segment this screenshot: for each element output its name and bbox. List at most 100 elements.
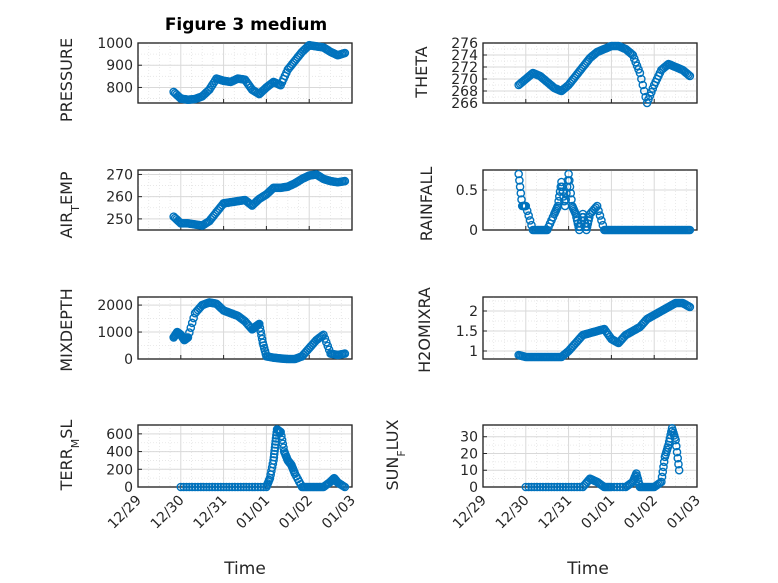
ylabel-sun-tail: LUX bbox=[383, 419, 402, 450]
subplot-mixdepth: 0 1000 2000 bbox=[97, 296, 353, 368]
data-point bbox=[592, 201, 602, 211]
ylabel-terr-main: TERR bbox=[57, 448, 76, 491]
y-tick-label: 268 bbox=[451, 84, 478, 100]
data-point bbox=[213, 482, 223, 492]
ylabel-terr-tail: SL bbox=[57, 420, 76, 439]
data-point bbox=[671, 435, 680, 445]
data-point bbox=[521, 482, 531, 492]
data-point bbox=[673, 453, 683, 463]
data-point bbox=[269, 456, 278, 465]
data-point bbox=[570, 482, 579, 492]
y-tick-label: 0 bbox=[469, 480, 478, 496]
ylabel-sun-main: SUN bbox=[383, 457, 402, 491]
x-tick-label: 12/31 bbox=[536, 493, 576, 533]
data-point bbox=[239, 482, 248, 492]
y-tick-label: 0 bbox=[124, 480, 133, 496]
ylabel-air-temp-tail: EMP bbox=[57, 171, 76, 205]
x-tick-label: 12/29 bbox=[450, 493, 490, 533]
x-tick-label: 01/01 bbox=[233, 493, 273, 533]
data-point bbox=[685, 71, 695, 81]
data-point bbox=[516, 188, 526, 198]
data-point bbox=[210, 482, 220, 492]
data-point bbox=[242, 482, 251, 492]
data-point bbox=[271, 434, 281, 443]
x-tick-label: 12/29 bbox=[105, 493, 145, 533]
data-point bbox=[216, 482, 226, 492]
data-point bbox=[547, 482, 556, 492]
data-point bbox=[182, 482, 191, 492]
data-point bbox=[562, 188, 571, 198]
axes-border bbox=[137, 42, 353, 104]
ylabel-terr-sub: M bbox=[69, 439, 82, 449]
y-tick-label: 260 bbox=[106, 190, 133, 206]
y-tick-label: 266 bbox=[451, 96, 478, 112]
data-point bbox=[277, 431, 286, 441]
data-point bbox=[567, 195, 576, 204]
data-point bbox=[179, 482, 188, 492]
y-tick-label: 400 bbox=[106, 445, 133, 461]
y-tick-label: 600 bbox=[106, 427, 133, 443]
ylabel-air-temp: AIRTEMP bbox=[57, 171, 82, 238]
data-point bbox=[674, 459, 683, 469]
y-tick-label: 30 bbox=[460, 430, 478, 446]
data-point bbox=[250, 482, 260, 492]
data-point bbox=[565, 182, 575, 192]
ylabel-sun-sub: F bbox=[395, 450, 408, 456]
y-tick-label: 20 bbox=[460, 446, 478, 462]
xlabel-right: Time bbox=[566, 559, 609, 579]
axes-border bbox=[137, 296, 353, 360]
subplot-pressure: 800 900 1000 bbox=[97, 36, 353, 104]
y-tick-label: 1000 bbox=[97, 325, 133, 341]
data-point bbox=[244, 482, 254, 492]
x-tick-label: 12/30 bbox=[148, 493, 188, 533]
data-point bbox=[530, 482, 539, 492]
y-tick-label: 2 bbox=[469, 304, 478, 320]
data-point bbox=[657, 477, 666, 487]
y-tick-label: 0 bbox=[469, 223, 478, 239]
x-tick-label: 01/01 bbox=[578, 493, 618, 533]
data-point bbox=[187, 482, 197, 492]
data-point bbox=[340, 48, 350, 58]
data-point bbox=[612, 482, 622, 492]
data-point bbox=[538, 482, 548, 492]
ylabel-theta: THETA bbox=[412, 46, 431, 98]
data-point bbox=[340, 349, 350, 358]
data-point bbox=[233, 482, 243, 492]
data-point bbox=[185, 482, 194, 492]
subplot-air-temp: 250 260 270 bbox=[106, 167, 353, 231]
data-point bbox=[609, 482, 619, 492]
y-tick-label: 276 bbox=[451, 36, 478, 52]
data-point bbox=[595, 211, 605, 220]
ylabel-air-temp-sub: T bbox=[69, 205, 82, 213]
data-point bbox=[278, 439, 288, 449]
data-point bbox=[685, 225, 695, 235]
x-tick-label: 01/03 bbox=[664, 493, 704, 533]
data-point bbox=[196, 482, 206, 492]
subplot-grid: 800900100026626827027227427625026027000.… bbox=[97, 36, 703, 532]
data-point bbox=[558, 482, 568, 492]
data-point bbox=[594, 206, 603, 216]
data-point bbox=[567, 482, 576, 492]
data-point bbox=[659, 462, 668, 472]
data-point bbox=[187, 318, 197, 328]
y-tick-label: 0.5 bbox=[456, 183, 478, 199]
data-point bbox=[561, 195, 571, 204]
data-point bbox=[253, 482, 263, 492]
data-point bbox=[340, 176, 350, 186]
data-point bbox=[635, 68, 645, 78]
data-point bbox=[270, 446, 279, 456]
data-point bbox=[566, 188, 576, 198]
y-tick-label: 274 bbox=[451, 48, 478, 64]
data-point bbox=[186, 323, 196, 333]
x-tick-label: 12/30 bbox=[493, 493, 533, 533]
data-point bbox=[207, 482, 217, 492]
axes-border bbox=[482, 42, 698, 104]
data-point bbox=[555, 482, 565, 492]
data-point bbox=[535, 482, 545, 492]
ylabel-mixdepth: MIXDEPTH bbox=[57, 288, 76, 371]
data-point bbox=[618, 482, 628, 492]
data-point bbox=[227, 482, 237, 492]
data-point bbox=[584, 212, 594, 222]
data-point bbox=[561, 482, 571, 492]
